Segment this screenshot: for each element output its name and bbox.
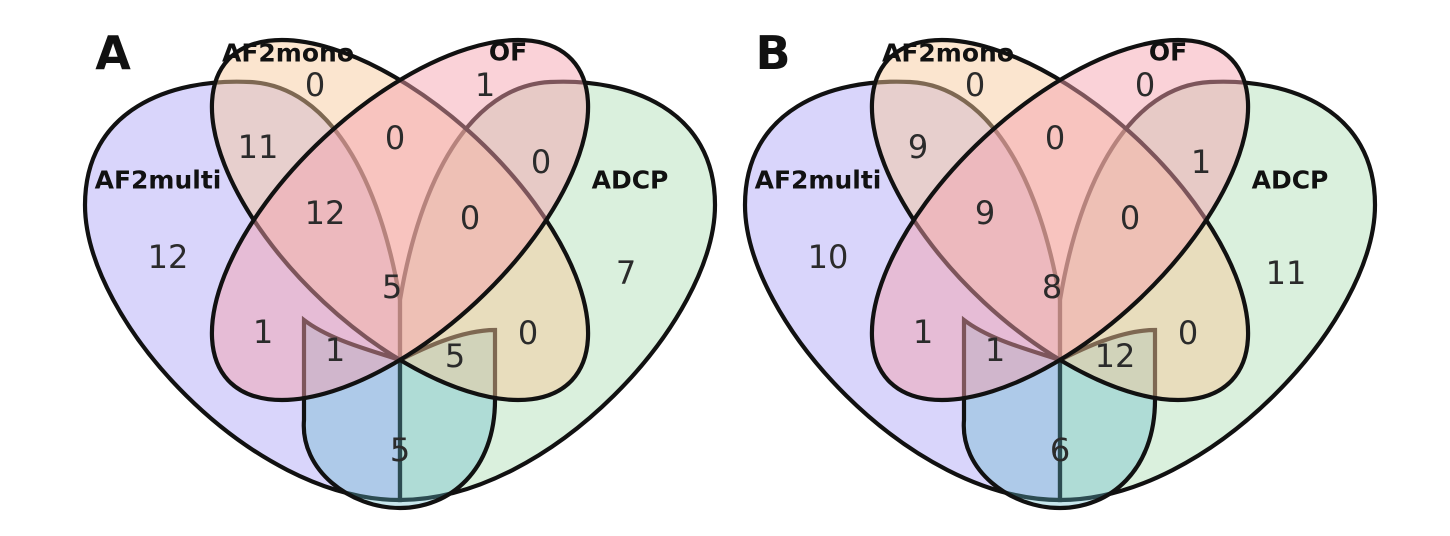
set-label-of: OF (1149, 38, 1187, 67)
region-count-multi-only: 10 (808, 238, 849, 276)
region-count-multi-mono: 11 (238, 128, 279, 166)
set-label-of: OF (489, 38, 527, 67)
set-af2mono-shape (869, 37, 1251, 403)
region-count-mono-adcp: 0 (518, 314, 538, 352)
region-count-all-four: 8 (1042, 268, 1062, 306)
panel-letter: B (755, 26, 790, 80)
region-count-mono-only: 0 (965, 66, 985, 104)
region-count-multi-mono-of: 9 (975, 194, 995, 232)
panel-letter: A (95, 26, 131, 80)
region-count-mono-of-adcp: 0 (1120, 199, 1140, 237)
region-count-multi-of: 1 (253, 313, 273, 351)
set-label-af2multi: AF2multi (755, 166, 882, 195)
region-count-mono-of-adcp: 0 (460, 199, 480, 237)
bottom-lobe-shape (301, 315, 498, 511)
region-count-multi-mono: 9 (908, 128, 928, 166)
region-count-all-four: 5 (382, 268, 402, 306)
region-count-mono-only: 0 (305, 66, 325, 104)
region-count-of-adcp: 1 (1191, 143, 1211, 181)
region-count-multi-only: 12 (148, 238, 189, 276)
region-count-adcp-only: 11 (1266, 254, 1307, 292)
region-count-multi-of: 1 (913, 313, 933, 351)
region-count-multi-adcp: 6 (1050, 431, 1070, 469)
set-label-adcp: ADCP (1252, 166, 1329, 195)
region-count-multi-of-adcp: 1 (985, 331, 1005, 369)
bottom-lobe-shape (961, 315, 1158, 511)
set-label-af2mono: AF2mono (882, 39, 1014, 68)
region-count-of-adcp: 0 (531, 143, 551, 181)
region-count-adcp-only: 7 (616, 254, 636, 292)
region-count-multi-of-adcp: 1 (325, 331, 345, 369)
set-label-adcp: ADCP (592, 166, 669, 195)
region-count-multi-mono-adcp: 12 (1095, 337, 1136, 375)
region-count-multi-adcp: 5 (390, 431, 410, 469)
region-count-mono-of: 0 (385, 119, 405, 157)
region-count-of-only: 0 (1135, 66, 1155, 104)
set-of-shape (869, 37, 1251, 403)
region-count-mono-of: 0 (1045, 119, 1065, 157)
region-count-multi-mono-adcp: 5 (445, 337, 465, 375)
set-of-shape (209, 37, 591, 403)
region-count-multi-mono-of: 12 (305, 194, 346, 232)
set-label-af2multi: AF2multi (95, 166, 222, 195)
region-count-of-only: 1 (475, 66, 495, 104)
region-count-mono-adcp: 0 (1178, 314, 1198, 352)
set-af2mono-shape (209, 37, 591, 403)
set-label-af2mono: AF2mono (222, 39, 354, 68)
